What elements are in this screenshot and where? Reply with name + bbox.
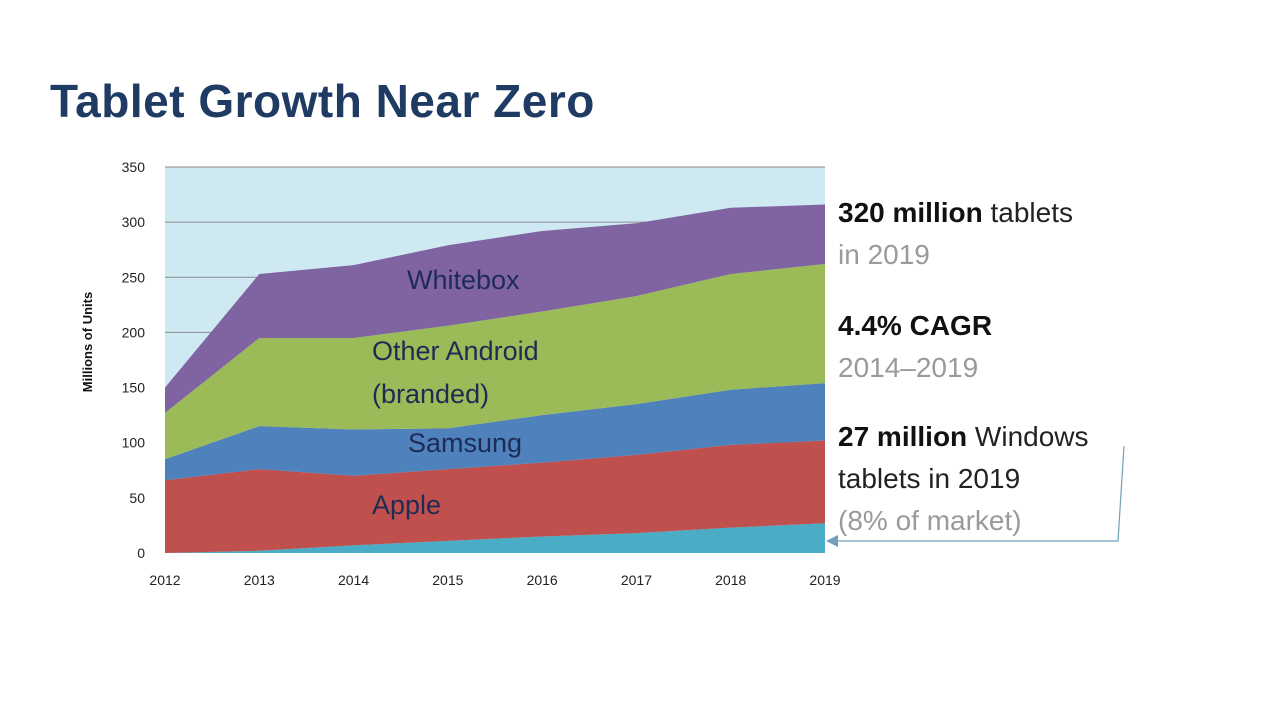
area-series <box>165 204 825 553</box>
page-title: Tablet Growth Near Zero <box>50 75 595 127</box>
y-tick-label: 150 <box>122 380 146 396</box>
windows-callout-arrowhead <box>826 535 838 547</box>
callout-cagr-sub: 2014–2019 <box>838 352 979 383</box>
x-tick-label: 2013 <box>244 572 275 588</box>
callout-windows-sub: (8% of market) <box>838 505 1022 536</box>
y-tick-label: 100 <box>122 435 146 451</box>
x-tick-label: 2017 <box>621 572 652 588</box>
x-tick-label: 2019 <box>809 572 840 588</box>
area-label-other-android-line1: Other Android <box>372 336 539 366</box>
x-tick-label: 2015 <box>432 572 463 588</box>
callout-cagr-bold: 4.4% CAGR <box>838 310 993 341</box>
area-apple <box>165 440 825 553</box>
x-axis-ticks: 2012 2013 2014 2015 2016 2017 2018 2019 <box>149 572 840 588</box>
callout-windows-rest: Windows <box>967 421 1089 452</box>
y-tick-label: 250 <box>122 269 146 285</box>
callout-total-bold: 320 million <box>838 197 983 228</box>
callout-total-sub: in 2019 <box>838 239 930 270</box>
x-tick-label: 2012 <box>149 572 180 588</box>
x-tick-label: 2014 <box>338 572 369 588</box>
area-label-other-android-line2: (branded) <box>372 379 489 409</box>
area-whitebox <box>165 204 825 413</box>
x-tick-label: 2018 <box>715 572 746 588</box>
callout-windows-bold: 27 million <box>838 421 968 452</box>
x-tick-label: 2016 <box>527 572 558 588</box>
callout-windows-line2: tablets in 2019 <box>838 463 1021 494</box>
y-tick-label: 300 <box>122 214 146 230</box>
y-tick-label: 0 <box>137 545 145 561</box>
y-tick-label: 350 <box>122 159 146 175</box>
area-label-whitebox: Whitebox <box>407 265 520 295</box>
y-tick-label: 200 <box>122 324 146 340</box>
area-label-apple: Apple <box>372 490 441 520</box>
area-windows <box>165 523 825 553</box>
y-axis-ticks: 0 50 100 150 200 250 300 350 <box>122 159 146 561</box>
y-axis-title: Millions of Units <box>80 292 95 392</box>
y-tick-label: 50 <box>129 490 145 506</box>
callout-windows: 27 million Windows tablets in 2019 (8% o… <box>838 416 1089 542</box>
callout-cagr: 4.4% CAGR 2014–2019 <box>838 305 992 389</box>
callout-total-tablets: 320 million tablets in 2019 <box>838 192 1073 276</box>
area-samsung <box>165 383 825 481</box>
area-label-samsung: Samsung <box>408 428 522 458</box>
area-other_android <box>165 264 825 460</box>
callout-total-rest: tablets <box>982 197 1073 228</box>
windows-callout-connector <box>838 445 1125 542</box>
